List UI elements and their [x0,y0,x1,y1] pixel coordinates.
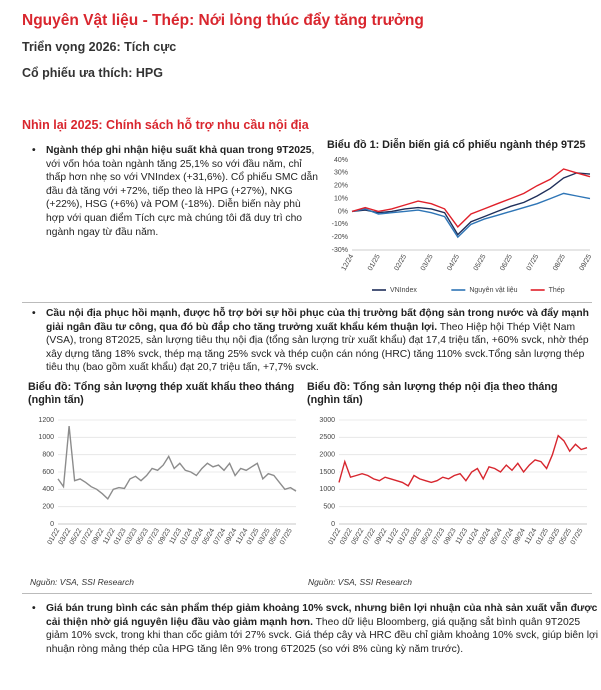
x-tick-label: 08/25 [552,253,567,272]
y-tick-label: 600 [42,469,54,476]
chart: -30% -20% -10% 0% 10% 20% 30% 40% 12/24 01/25 02/2… [332,157,594,294]
x-tick-label: 06/25 [499,253,514,272]
section-heading: Nhìn lại 2025: Chính sách hỗ trợ nhu cầu… [22,118,309,132]
x-tick-label: 05/25 [473,253,488,272]
y-tick-label: -30% [332,247,348,254]
source: Nguồn: VSA, SSI Research [30,577,134,587]
chart-title: Biểu đồ: Tổng sản lượng thép xuất khẩu t… [28,381,295,406]
series-line [351,192,591,239]
y-tick-label: 2000 [319,452,335,459]
y-tick-label: 500 [323,504,335,511]
chart-title: Biểu đồ: Tổng sản lượng thép nội địa the… [307,381,558,406]
x-tick-label: 01/25 [367,253,382,272]
y-tick-label: 1500 [319,469,335,476]
y-tick-label: 2500 [319,434,335,441]
bullet: Giá bán trung bình các sản phẩm thép giả… [30,602,601,656]
legend-label: Nguyên vật liệu [469,287,517,294]
x-tick-label: 02/25 [393,253,408,272]
legend-label: Thép [549,287,565,294]
pick: Cổ phiếu ưa thích: HPG [22,66,163,80]
x-tick-label: 09/25 [579,253,594,272]
bullet-lead: Giá bán trung bình các sản phẩm thép giả… [46,603,598,628]
bullet: Cầu nội địa phục hồi mạnh, được hỗ trợ b… [30,307,601,375]
y-tick-label: 400 [42,486,54,493]
y-tick-label: 1000 [38,434,54,441]
y-tick-label: 0 [331,521,335,528]
x-tick-label: 07/25 [570,527,585,546]
x-tick-label: 04/25 [446,253,461,272]
y-tick-label: 30% [334,170,348,177]
y-tick-label: 0% [338,208,348,215]
x-tick-label: 03/25 [420,253,435,272]
series-line [351,172,591,236]
y-tick-label: 20% [334,183,348,190]
y-tick-label: 1000 [319,486,335,493]
outlook: Triển vọng 2026: Tích cực [22,40,177,54]
y-tick-label: 40% [334,157,348,164]
separator [22,593,592,594]
y-tick-label: 10% [334,195,348,202]
bullet-text: Theo Hiệp hội Thép Việt Nam (VSA), trong… [46,321,589,374]
y-tick-label: -10% [332,221,348,228]
chart-title: Biểu đồ 1: Diễn biến giá cổ phiếu ngành … [327,139,586,151]
bullet: Ngành thép ghi nhận hiệu suất khả quan t… [30,144,318,239]
x-tick-label: 12/24 [341,253,356,272]
bullet-text: , với vốn hóa toàn ngành tăng 25,1% so v… [46,145,318,238]
y-tick-label: -20% [332,234,348,241]
title: Nguyên Vật liệu - Thép: Nới lỏng thúc đẩ… [22,12,424,29]
separator [22,302,592,303]
chart: 02004006008001000120001/2203/2205/2207/2… [38,417,297,546]
y-tick-label: 800 [42,452,54,459]
y-tick-label: 1200 [38,417,54,424]
chart: 05001000150020002500300001/2203/2205/220… [319,417,588,546]
legend-label: VNIndex [390,287,417,294]
y-tick-label: 3000 [319,417,335,424]
y-tick-label: 0 [50,521,54,528]
source: Nguồn: VSA, SSI Research [308,577,412,587]
series-line [338,434,588,487]
x-tick-label: 07/25 [526,253,541,272]
bullet-lead: Ngành thép ghi nhận hiệu suất khả quan t… [46,145,312,156]
series-line [57,426,297,501]
bullet-text: Theo dữ liệu Bloomberg, giá quặng sắt bì… [46,616,599,655]
bullet-lead: Cầu nội địa phục hồi mạnh, được hỗ trợ b… [46,308,589,333]
y-tick-label: 200 [42,504,54,511]
series-line [351,168,591,228]
